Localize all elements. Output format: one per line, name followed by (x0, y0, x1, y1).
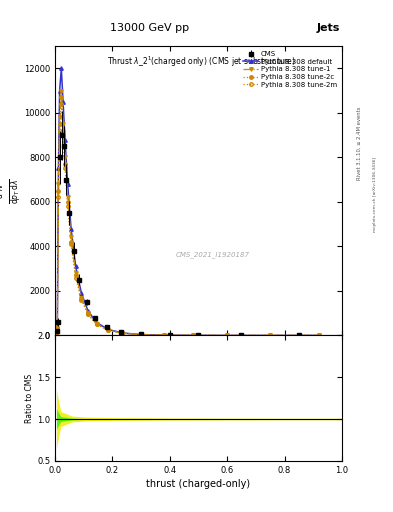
Pythia 8.308 default (120, 330, 125, 336)
Pythia 8.308 tune-2m (120, 330, 125, 336)
Pythia 8.308 tune-2c (162, 332, 166, 338)
Pythia 8.308 tune-2c (73, 272, 78, 279)
Pythia 8.308 default (86, 308, 90, 314)
Pythia 8.308 tune-2c (65, 199, 70, 205)
Pythia 8.308 default (139, 331, 143, 337)
Pythia 8.308 tune-2c (56, 188, 61, 194)
Pythia 8.308 tune-2c (190, 332, 195, 338)
Pythia 8.308 tune-2m (94, 322, 99, 328)
Pythia 8.308 tune-1 (61, 121, 65, 127)
Pythia 8.308 tune-2c (317, 332, 321, 338)
Line: Pythia 8.308 tune-2c: Pythia 8.308 tune-2c (55, 96, 321, 337)
Pythia 8.308 tune-2m (225, 332, 230, 338)
Text: Jets: Jets (317, 23, 340, 33)
Pythia 8.308 tune-2m (268, 332, 273, 338)
Pythia 8.308 tune-2c (106, 327, 110, 333)
Pythia 8.308 default (268, 332, 273, 338)
Pythia 8.308 default (190, 332, 195, 338)
Pythia 8.308 default (317, 332, 321, 338)
Pythia 8.308 tune-2c (79, 295, 84, 302)
Pythia 8.308 tune-1 (57, 114, 62, 120)
Pythia 8.308 tune-1 (55, 325, 60, 331)
Pythia 8.308 tune-2m (162, 332, 166, 338)
Pythia 8.308 tune-2m (65, 203, 70, 209)
Pythia 8.308 tune-1 (190, 332, 195, 338)
Pythia 8.308 tune-1 (120, 330, 125, 336)
Pythia 8.308 tune-2c (59, 94, 64, 100)
Pythia 8.308 tune-1 (59, 88, 64, 94)
Pythia 8.308 default (106, 326, 110, 332)
Pythia 8.308 tune-1 (56, 181, 61, 187)
Pythia 8.308 tune-2c (120, 330, 125, 336)
Pythia 8.308 tune-1 (73, 270, 78, 276)
Pythia 8.308 default (63, 137, 68, 143)
Text: Thrust $\lambda$_2$^1$(charged only) (CMS jet substructure): Thrust $\lambda$_2$^1$(charged only) (CM… (107, 55, 296, 69)
Pythia 8.308 tune-2m (317, 332, 321, 338)
Pythia 8.308 tune-2c (69, 239, 73, 245)
Pythia 8.308 tune-2m (139, 332, 143, 338)
Pythia 8.308 default (65, 181, 70, 187)
Text: mcplots.cern.ch [arXiv:1306.3436]: mcplots.cern.ch [arXiv:1306.3436] (373, 157, 377, 232)
Pythia 8.308 tune-2c (54, 331, 59, 337)
Pythia 8.308 tune-2m (56, 195, 61, 201)
Line: Pythia 8.308 tune-1: Pythia 8.308 tune-1 (55, 89, 321, 337)
Pythia 8.308 default (55, 324, 60, 330)
Pythia 8.308 default (54, 331, 59, 337)
Pythia 8.308 default (57, 88, 62, 94)
Pythia 8.308 default (94, 319, 99, 326)
Pythia 8.308 tune-2c (139, 332, 143, 338)
Pythia 8.308 tune-1 (54, 331, 59, 337)
Pythia 8.308 tune-2c (63, 161, 68, 167)
Text: 13000 GeV pp: 13000 GeV pp (110, 23, 189, 33)
Pythia 8.308 tune-2c (86, 311, 90, 317)
Legend: CMS, Pythia 8.308 default, Pythia 8.308 tune-1, Pythia 8.308 tune-2c, Pythia 8.3: CMS, Pythia 8.308 default, Pythia 8.308 … (241, 50, 338, 89)
X-axis label: thrust (charged-only): thrust (charged-only) (147, 479, 250, 489)
Y-axis label: Ratio to CMS: Ratio to CMS (25, 374, 34, 423)
Pythia 8.308 tune-1 (94, 321, 99, 327)
Pythia 8.308 tune-2m (57, 127, 62, 134)
Pythia 8.308 tune-2c (57, 121, 62, 127)
Pythia 8.308 tune-1 (225, 332, 230, 338)
Text: Rivet 3.1.10, ≥ 2.4M events: Rivet 3.1.10, ≥ 2.4M events (357, 106, 362, 180)
Pythia 8.308 tune-2m (54, 331, 59, 337)
Pythia 8.308 tune-1 (63, 154, 68, 160)
Pythia 8.308 tune-2m (73, 274, 78, 281)
Pythia 8.308 tune-2m (63, 165, 68, 172)
Pythia 8.308 default (61, 99, 65, 105)
Line: Pythia 8.308 default: Pythia 8.308 default (55, 67, 321, 337)
Pythia 8.308 tune-2m (79, 297, 84, 303)
Pythia 8.308 tune-2m (106, 327, 110, 333)
Pythia 8.308 tune-2c (94, 321, 99, 327)
Pythia 8.308 tune-1 (317, 332, 321, 338)
Pythia 8.308 tune-1 (268, 332, 273, 338)
Pythia 8.308 default (59, 65, 64, 71)
Pythia 8.308 tune-1 (139, 332, 143, 338)
Pythia 8.308 tune-2m (86, 311, 90, 317)
Text: CMS_2021_I1920187: CMS_2021_I1920187 (176, 251, 250, 258)
Pythia 8.308 tune-2c (55, 325, 60, 331)
Pythia 8.308 tune-1 (69, 234, 73, 241)
Pythia 8.308 tune-1 (86, 310, 90, 316)
Pythia 8.308 tune-1 (79, 294, 84, 301)
Pythia 8.308 default (162, 332, 166, 338)
Pythia 8.308 default (225, 332, 230, 338)
Pythia 8.308 tune-1 (162, 332, 166, 338)
Pythia 8.308 tune-2m (190, 332, 195, 338)
Pythia 8.308 default (79, 290, 84, 296)
Pythia 8.308 tune-2c (268, 332, 273, 338)
Pythia 8.308 tune-1 (65, 195, 70, 201)
Pythia 8.308 tune-2c (225, 332, 230, 338)
Pythia 8.308 tune-2c (61, 127, 65, 134)
Pythia 8.308 default (69, 225, 73, 231)
Line: Pythia 8.308 tune-2m: Pythia 8.308 tune-2m (55, 102, 321, 337)
Pythia 8.308 default (56, 165, 61, 172)
Pythia 8.308 tune-2m (69, 241, 73, 247)
Pythia 8.308 tune-2m (61, 132, 65, 138)
Pythia 8.308 tune-1 (106, 327, 110, 333)
Pythia 8.308 default (73, 263, 78, 269)
Pythia 8.308 tune-2m (55, 326, 60, 332)
Pythia 8.308 tune-2m (59, 101, 64, 107)
Y-axis label: $\mathrm{d}^2N$
$\overline{\mathrm{d}p_T\,\mathrm{d}\lambda}$: $\mathrm{d}^2N$ $\overline{\mathrm{d}p_T… (0, 178, 22, 204)
